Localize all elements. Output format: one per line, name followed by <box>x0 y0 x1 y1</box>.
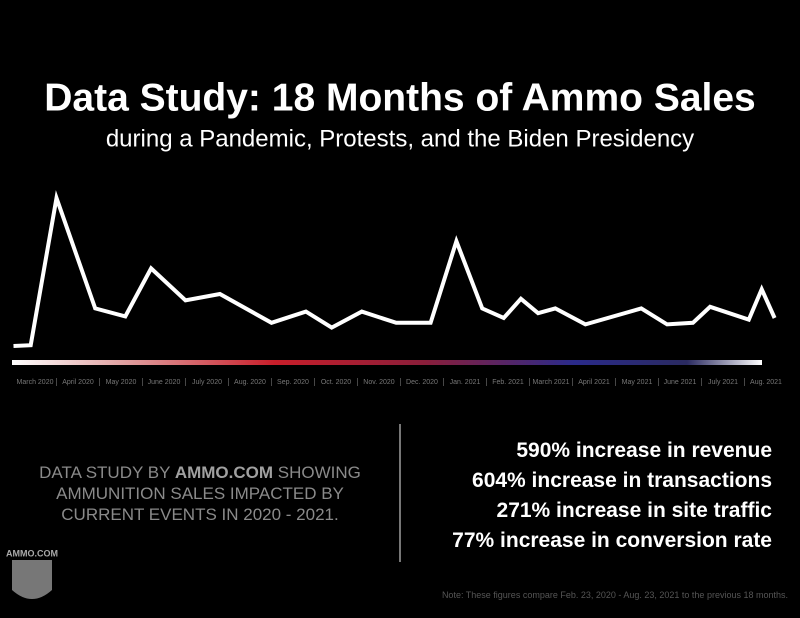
x-tick-label: July 2021 <box>708 379 738 386</box>
line <box>13 190 777 348</box>
x-tick-label: April 2020 <box>62 379 94 386</box>
x-tick-label: Aug. 2020 <box>234 379 266 386</box>
stat: 77% increase in conversion rate <box>452 529 772 552</box>
x-tick-label: June 2020 <box>148 379 181 386</box>
logo-text: AMMO.COM <box>6 548 58 558</box>
x-tick-label: July 2020 <box>192 379 222 386</box>
logo: AMMO.COM <box>6 548 58 599</box>
x-tick-label: March 2021 <box>533 379 570 386</box>
chart-title: Data Study: 18 Months of Ammo Sales <box>44 76 756 119</box>
x-tick-label: June 2021 <box>664 379 697 386</box>
x-tick-label: May 2020 <box>106 379 137 386</box>
x-tick-label: Sep. 2020 <box>277 379 309 386</box>
x-tick-label: Feb. 2021 <box>492 379 524 386</box>
x-tick-label: Dec. 2020 <box>406 379 438 386</box>
stat: 604% increase in transactions <box>472 469 772 492</box>
x-tick-label: March 2020 <box>17 379 54 386</box>
stats: 590% increase in revenue 604% increase i… <box>452 436 772 556</box>
stat: 590% increase in revenue <box>516 439 772 462</box>
x-tick-label: Aug. 2021 <box>750 379 782 386</box>
gradient-bar <box>12 360 762 365</box>
x-tick-label: April 2021 <box>578 379 610 386</box>
chart-subtitle: during a Pandemic, Protests, and the Bid… <box>106 125 694 152</box>
logo-shield <box>12 560 52 599</box>
study-text-part: SHOWING AMMUNITION SALES IMPACTED BY CUR… <box>56 463 361 524</box>
x-tick-label: Oct. 2020 <box>321 379 351 386</box>
x-tick-label: Jan. 2021 <box>450 379 481 386</box>
study-text: DATA STUDY BY AMMO.COM SHOWING AMMUNITIO… <box>25 462 375 525</box>
study-brand: AMMO.COM <box>174 463 274 482</box>
stat: 271% increase in site traffic <box>496 499 772 522</box>
x-tick-label: May 2021 <box>622 379 653 386</box>
x-tick-label: Nov. 2020 <box>363 379 394 386</box>
study-text-part: DATA STUDY BY <box>39 463 175 482</box>
note: Note: These figures compare Feb. 23, 202… <box>441 590 788 600</box>
